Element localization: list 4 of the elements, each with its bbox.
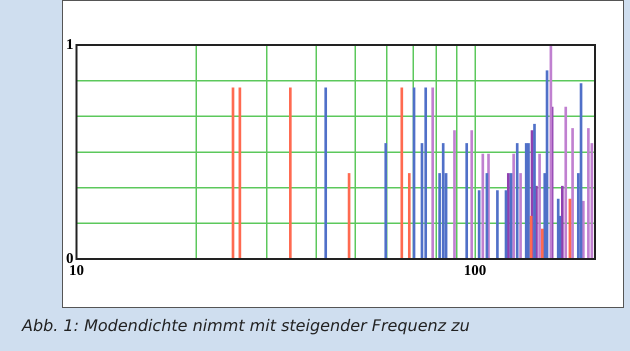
x-tick-label: 10 [69, 262, 84, 279]
x-tick-label: 100 [464, 262, 486, 279]
caption: Abb. 1: Modendichte nimmt mit steigender Frequenz zu [22, 316, 470, 335]
y-tick-label: 1 [66, 36, 74, 53]
